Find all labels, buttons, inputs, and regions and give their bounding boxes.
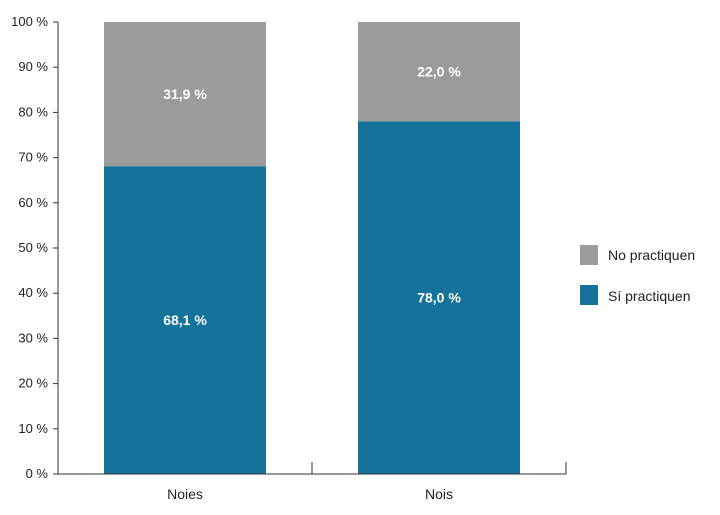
- legend-swatch-si-practiquen: [580, 285, 598, 305]
- x-category-label-noies: Noies: [167, 486, 203, 502]
- legend: No practiquen Sí practiquen: [580, 245, 695, 305]
- y-tick-label: 30 %: [18, 330, 48, 345]
- bar-nois-s-practiquen: [358, 121, 520, 474]
- legend-label-no-practiquen: No practiquen: [608, 247, 695, 263]
- y-tick-label: 70 %: [18, 150, 48, 165]
- bar-nois-no-practiquen: [358, 22, 520, 122]
- y-tick-label: 90 %: [18, 59, 48, 74]
- y-tick-label: 40 %: [18, 285, 48, 300]
- x-category-label-nois: Nois: [425, 486, 453, 502]
- bar-noies-no-practiquen: [104, 22, 266, 167]
- bar-noies-s-practiquen: [104, 166, 266, 475]
- data-label-noies-0: 68,1 %: [163, 312, 207, 328]
- data-label-nois-1: 22,0 %: [417, 64, 461, 80]
- data-label-noies-1: 31,9 %: [163, 86, 207, 102]
- y-tick-label: 0 %: [26, 466, 49, 481]
- legend-label-si-practiquen: Sí practiquen: [608, 288, 691, 304]
- y-tick-label: 60 %: [18, 195, 48, 210]
- y-tick-label: 100 %: [11, 14, 48, 29]
- y-tick-label: 20 %: [18, 376, 48, 391]
- legend-swatch-no-practiquen: [580, 245, 598, 265]
- data-label-nois-0: 78,0 %: [417, 290, 461, 306]
- y-axis: 0 % 10 % 20 % 30 % 40 % 50 % 60 % 70 % 80 % 90 % 1…: [11, 14, 59, 481]
- x-axis: Noies Nois: [58, 462, 567, 502]
- y-tick-label: 80 %: [18, 104, 48, 119]
- y-tick-label: 50 %: [18, 240, 48, 255]
- plot-area: 68,1 % 31,9 % 78,0 % 22,0 %: [104, 22, 520, 475]
- y-tick-label: 10 %: [18, 421, 48, 436]
